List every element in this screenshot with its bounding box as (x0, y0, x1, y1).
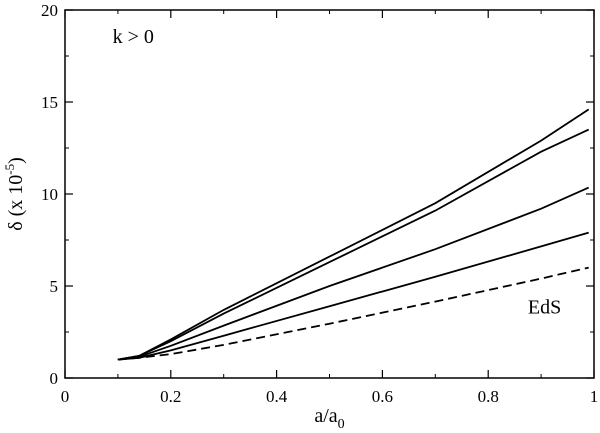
y-tick-label: 20 (41, 1, 58, 20)
y-tick-label: 0 (50, 369, 59, 388)
series-line-5-dashed (117, 266, 589, 361)
x-tick-label: 0 (61, 387, 70, 406)
y-axis-label-superscript: -5 (2, 164, 17, 175)
x-tick-label: 1 (590, 387, 599, 406)
x-tick-label: 0.6 (372, 387, 393, 406)
annotation-layer: k > 0 EdS (113, 26, 562, 318)
series-layer (117, 108, 590, 361)
x-axis-label-subscript: 0 (338, 417, 345, 432)
annotation-eds-label: EdS (528, 297, 561, 319)
y-tick-label: 10 (41, 185, 58, 204)
x-axis-label: a/a0 (314, 405, 344, 432)
y-axis-label-close: ) (5, 157, 27, 164)
y-tick-label: 15 (41, 93, 58, 112)
y-tick-label: 5 (50, 277, 59, 296)
series-line-3 (117, 186, 590, 361)
x-tick-label: 0.8 (478, 387, 499, 406)
x-axis-label-main: a/a (314, 405, 337, 427)
x-tick-label: 0.4 (266, 387, 288, 406)
y-axis-label: δ (x 10-5) (2, 157, 27, 231)
series-line-2 (117, 128, 590, 361)
y-axis-label-main: δ (x 10 (5, 175, 27, 231)
series-line-1 (117, 108, 590, 361)
annotation-k-label: k > 0 (113, 26, 154, 48)
x-tick-label: 0.2 (160, 387, 181, 406)
series-line-4 (117, 231, 589, 361)
